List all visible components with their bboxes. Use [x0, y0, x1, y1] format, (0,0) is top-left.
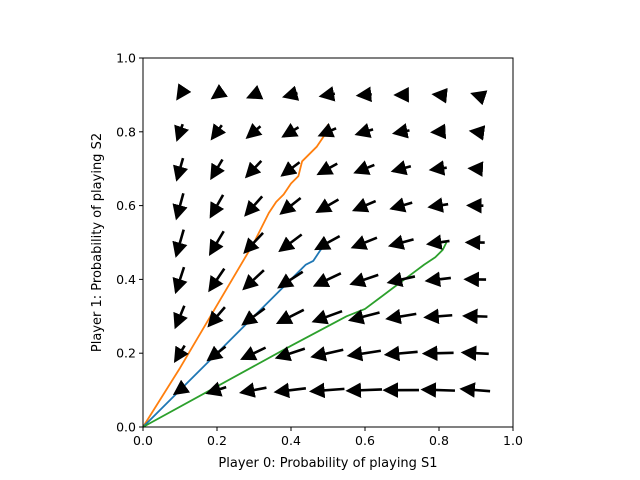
vector-arrow	[352, 275, 378, 284]
vector-arrow	[244, 270, 264, 288]
vector-arrow	[248, 93, 259, 98]
vector-arrow	[390, 239, 413, 245]
vector-arrow	[177, 124, 182, 139]
vector-arrow	[177, 193, 184, 218]
vector-arrow	[388, 314, 417, 319]
vector-arrow	[320, 128, 336, 135]
vector-arrow	[247, 161, 262, 177]
vector-arrow	[321, 94, 335, 96]
vector-arrow	[175, 346, 184, 361]
vector-arrow	[176, 230, 183, 256]
vector-arrow	[210, 269, 225, 290]
x-tick-label: 0.4	[281, 433, 301, 448]
vector-arrow	[473, 94, 480, 96]
vector-arrow	[349, 351, 381, 356]
x-tick-label: 0.2	[207, 433, 227, 448]
vector-arrow	[356, 165, 375, 173]
vector-arrow	[470, 168, 482, 169]
vector-arrow	[430, 204, 448, 207]
vector-arrow	[212, 160, 223, 178]
vector-arrow	[423, 390, 455, 391]
vector-arrow	[177, 158, 183, 179]
vector-arrow	[283, 127, 298, 136]
trajectory-line-3	[143, 243, 446, 428]
vector-arrow	[178, 91, 183, 98]
y-tick-label: 0.0	[116, 420, 136, 435]
vector-arrow	[277, 349, 305, 358]
y-tick-label: 0.8	[116, 124, 136, 139]
y-tick-label: 0.6	[116, 198, 136, 213]
vector-arrow	[395, 130, 410, 133]
x-tick-label: 0.6	[355, 433, 375, 448]
vector-arrow	[211, 195, 223, 216]
vector-arrow	[314, 311, 342, 321]
y-axis: 0.0 0.2 0.4 0.6 0.8 1.0	[116, 51, 143, 435]
vector-arrow	[471, 131, 480, 132]
vector-arrow	[281, 198, 300, 213]
vector-arrow	[357, 129, 373, 134]
y-tick-label: 1.0	[116, 51, 136, 66]
vector-arrow	[246, 196, 262, 214]
vector-arrow	[279, 272, 302, 287]
vector-arrow	[242, 388, 267, 393]
vector-arrow	[358, 94, 371, 95]
vector-arrow	[353, 238, 377, 248]
vector-arrow	[176, 267, 184, 292]
vector-arrow	[318, 200, 339, 212]
vector-arrow	[465, 316, 488, 317]
vector-arrow	[463, 353, 488, 354]
vector-arrow	[348, 389, 382, 390]
vector-arrow	[212, 125, 222, 138]
vector-arrow	[282, 162, 299, 175]
vector-arrow	[424, 353, 453, 354]
trajectory-line-1	[143, 124, 328, 427]
vector-arrow	[280, 234, 301, 250]
vector-arrow	[175, 387, 185, 394]
x-tick-label: 1.0	[503, 433, 523, 448]
vector-arrow	[213, 92, 221, 98]
vector-arrow	[386, 352, 417, 355]
vector-arrow	[176, 306, 185, 327]
y-tick-label: 0.2	[116, 346, 136, 361]
vector-arrow	[210, 231, 223, 254]
vector-arrow	[319, 164, 338, 174]
vector-field	[175, 91, 490, 393]
vector-arrow	[433, 131, 446, 132]
vector-arrow	[427, 278, 451, 281]
vector-arrow	[392, 203, 412, 209]
trajectory-line-2	[143, 243, 328, 428]
vector-arrow	[242, 348, 265, 359]
vector-arrow	[245, 233, 263, 252]
vector-arrow	[431, 168, 446, 170]
vector-arrow	[278, 310, 304, 323]
vector-arrow	[462, 389, 490, 391]
vector-arrow	[393, 166, 411, 171]
vector-arrow	[426, 315, 452, 317]
vector-arrow	[208, 347, 225, 360]
x-axis-label: Player 0: Probability of playing S1	[218, 456, 437, 471]
x-tick-label: 0.0	[133, 433, 153, 448]
vector-arrow	[248, 126, 261, 137]
vector-arrow	[313, 350, 343, 357]
vector-arrow	[434, 94, 444, 95]
vector-arrow	[276, 388, 306, 392]
y-axis-label: Player 1: Probability of playing S2	[90, 133, 105, 352]
vector-arrow	[315, 273, 341, 285]
vector-arrow	[316, 236, 339, 249]
vector-arrow	[285, 93, 298, 97]
x-axis: 0.0 0.2 0.4 0.6 0.8 1.0	[133, 427, 523, 448]
x-tick-label: 0.8	[429, 433, 449, 448]
vector-arrow	[243, 308, 264, 324]
vector-arrow	[354, 201, 375, 210]
y-tick-label: 0.4	[116, 272, 136, 287]
vector-arrow	[312, 389, 345, 391]
